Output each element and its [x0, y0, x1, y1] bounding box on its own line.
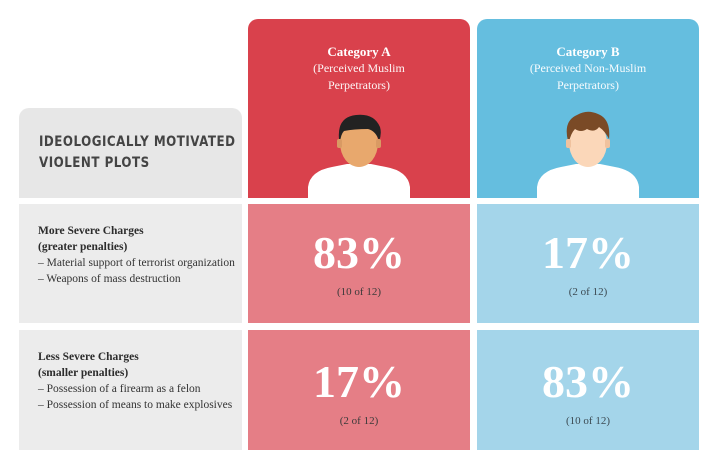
category-b-header: Category B (Perceived Non-Muslim Perpetr…: [477, 19, 699, 198]
category-a-subtitle-1: (Perceived Muslim: [313, 61, 405, 75]
category-b-subtitle-1: (Perceived Non-Muslim: [529, 61, 647, 75]
row-label-less-severe: Less Severe Charges (smaller penalties) …: [19, 330, 242, 450]
value-label: 83%: [542, 356, 634, 407]
person-brown-hair-icon: [537, 111, 639, 198]
row-2-subheading: (smaller penalties): [38, 367, 129, 379]
count-label: (10 of 12): [566, 415, 610, 427]
cell-less-severe-category-a: 17% (2 of 12): [248, 330, 470, 450]
row-2-heading: Less Severe Charges: [38, 351, 139, 363]
row-1-heading: More Severe Charges: [38, 225, 144, 237]
cell-less-severe-category-b: 83% (10 of 12): [477, 330, 699, 450]
row-label-more-severe: More Severe Charges (greater penalties) …: [19, 204, 242, 323]
row-1-bullet-2: – Weapons of mass destruction: [38, 273, 181, 285]
title-line-1: IDEOLOGICALLY MOTIVATED: [39, 134, 236, 150]
count-label: (10 of 12): [337, 286, 381, 298]
count-label: (2 of 12): [339, 415, 379, 427]
category-b-subtitle-2: Perpetrators): [557, 78, 619, 92]
category-a-title: Category A: [327, 44, 391, 59]
row-2-bullet-1: – Possession of a firearm as a felon: [38, 383, 201, 395]
cell-more-severe-category-b: 17% (2 of 12): [477, 204, 699, 323]
row-1-bullet-1: – Material support of terrorist organiza…: [38, 257, 235, 269]
category-b-title: Category B: [556, 44, 620, 59]
value-label: 83%: [313, 227, 405, 278]
count-label: (2 of 12): [568, 286, 608, 298]
title-line-2: VIOLENT PLOTS: [39, 155, 150, 171]
value-label: 17%: [313, 356, 405, 407]
category-a-header: Category A (Perceived Muslim Perpetrator…: [248, 19, 470, 198]
row-1-subheading: (greater penalties): [38, 241, 128, 253]
title-card: IDEOLOGICALLY MOTIVATED VIOLENT PLOTS: [19, 108, 242, 198]
value-label: 17%: [542, 227, 634, 278]
person-dark-hair-icon: [308, 114, 410, 198]
cell-more-severe-category-a: 83% (10 of 12): [248, 204, 470, 323]
row-2-bullet-2: – Possession of means to make explosives: [38, 399, 233, 411]
category-a-subtitle-2: Perpetrators): [328, 78, 390, 92]
